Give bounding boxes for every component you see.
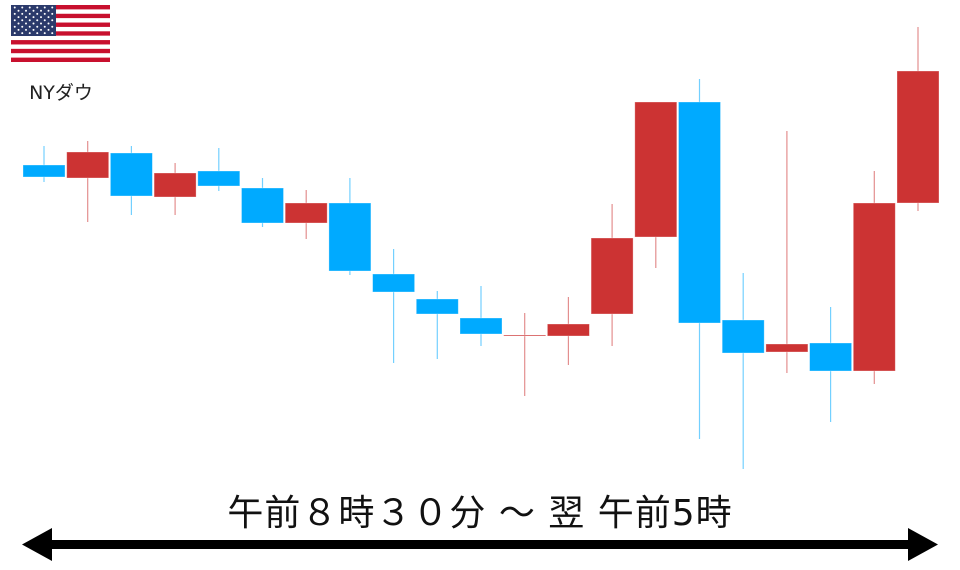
candle-14 — [590, 204, 634, 346]
candle-16 — [678, 79, 721, 439]
candle-13 — [547, 297, 590, 365]
candle-20 — [852, 171, 896, 384]
candle-17 — [721, 273, 765, 469]
candle-body-down — [809, 342, 852, 372]
candle-body-up — [547, 323, 590, 337]
candle-19 — [809, 307, 852, 422]
candle-body-down — [372, 273, 416, 293]
candle-body-up — [153, 172, 197, 198]
candle-7 — [284, 190, 328, 239]
candle-1 — [22, 146, 66, 182]
candle-body-up — [503, 334, 547, 337]
candle-body-up — [284, 202, 328, 224]
candle-5 — [197, 148, 241, 191]
instrument-label: NYダウ — [29, 82, 93, 104]
candle-10 — [415, 291, 459, 359]
candle-body-down — [241, 187, 284, 224]
candle-body-down — [22, 164, 66, 178]
candle-15 — [634, 101, 678, 268]
time-range-label: 午前８時３０分 ～ 翌 午前5時 — [227, 493, 733, 534]
candle-body-down — [197, 170, 241, 187]
candle-18 — [765, 131, 809, 373]
candle-body-down — [721, 319, 765, 354]
candle-body-up — [852, 202, 896, 372]
candle-body-up — [896, 70, 940, 204]
candle-body-down — [415, 298, 459, 315]
candle-body-down — [459, 317, 503, 335]
candle-body-up — [634, 101, 678, 238]
double-arrow-icon — [22, 528, 938, 561]
candle-8 — [328, 178, 372, 275]
candle-body-down — [678, 101, 721, 324]
candle-11 — [459, 286, 503, 346]
candle-9 — [372, 249, 416, 363]
candle-3 — [110, 146, 153, 215]
candle-body-up — [590, 237, 634, 315]
us-flag-icon — [11, 5, 110, 62]
candle-4 — [153, 163, 197, 215]
candle-body-down — [328, 202, 372, 272]
candle-2 — [66, 141, 110, 222]
candle-21 — [896, 27, 940, 211]
candle-body-up — [66, 151, 110, 179]
candle-body-up — [765, 343, 809, 353]
candle-12 — [503, 313, 547, 396]
candle-body-down — [110, 152, 153, 197]
candlestick-chart — [22, 27, 940, 469]
candle-6 — [241, 178, 284, 227]
